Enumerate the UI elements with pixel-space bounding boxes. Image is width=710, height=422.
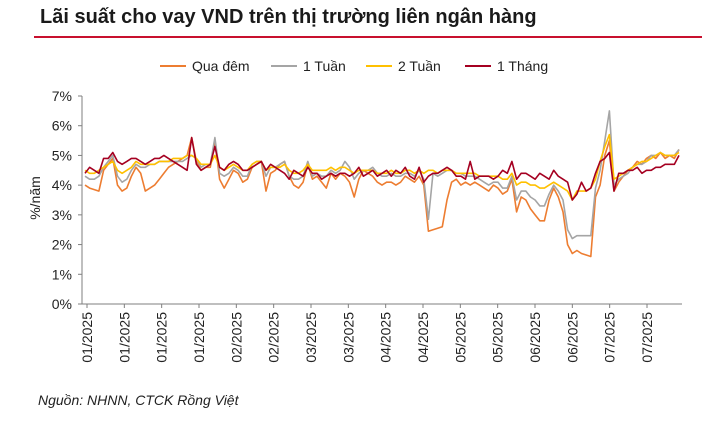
x-tick-label: 03/2025 xyxy=(303,312,319,363)
x-tick-label: 06/2025 xyxy=(564,312,580,363)
x-tick-label: 02/2025 xyxy=(228,312,244,363)
title-underline xyxy=(34,36,702,38)
y-tick-label: 7% xyxy=(52,88,72,104)
interbank-rate-chart: Qua đêm 1 Tuần 2 Tuần 1 Tháng 0% 1% 2% 3% 4% 5% 6… xyxy=(27,58,682,363)
x-tick-label: 04/2025 xyxy=(378,312,394,363)
y-tick-label: 1% xyxy=(52,266,72,282)
y-tick-label: 5% xyxy=(52,147,72,163)
legend-item: 2 Tuần xyxy=(366,58,441,74)
series-line-1-tuần xyxy=(84,110,680,240)
y-axis: 0% 1% 2% 3% 4% 5% 6% 7% xyxy=(52,88,83,312)
chart-legend: Qua đêm 1 Tuần 2 Tuần 1 Tháng xyxy=(160,58,548,74)
x-tick-label: 05/2025 xyxy=(452,312,468,363)
legend-item: 1 Tuần xyxy=(271,58,346,74)
legend-label: 1 Tuần xyxy=(303,58,346,74)
page-title: Lãi suất cho vay VND trên thị trường liê… xyxy=(40,6,537,28)
legend-item: Qua đêm xyxy=(160,58,250,74)
x-axis: 01/2025 01/2025 01/2025 01/2025 02/2025 02/20… xyxy=(79,303,682,363)
legend-label: 2 Tuần xyxy=(398,58,441,74)
legend-item: 1 Tháng xyxy=(465,58,548,74)
x-tick-label: 06/2025 xyxy=(527,312,543,363)
x-tick-label: 07/2025 xyxy=(639,312,655,363)
x-tick-label: 01/2025 xyxy=(116,312,132,363)
x-tick-label: 02/2025 xyxy=(266,312,282,363)
y-tick-label: 6% xyxy=(52,118,72,134)
series-line-qua-đêm xyxy=(84,136,680,258)
y-axis-label: %/năm xyxy=(27,176,43,220)
y-tick-label: 0% xyxy=(52,296,72,312)
x-tick-label: 05/2025 xyxy=(490,312,506,363)
x-tick-label: 04/2025 xyxy=(415,312,431,363)
x-tick-label: 07/2025 xyxy=(602,312,618,363)
legend-label: 1 Tháng xyxy=(497,58,548,74)
x-tick-label: 01/2025 xyxy=(154,312,170,363)
y-tick-label: 4% xyxy=(52,177,72,193)
series-line-1-tháng xyxy=(84,136,680,201)
y-tick-label: 3% xyxy=(52,207,72,223)
x-tick-label: 01/2025 xyxy=(79,312,95,363)
y-tick-label: 2% xyxy=(52,237,72,253)
series-lines xyxy=(84,110,680,258)
legend-label: Qua đêm xyxy=(192,58,250,74)
x-tick-label: 01/2025 xyxy=(191,312,207,363)
x-tick-label: 03/2025 xyxy=(340,312,356,363)
source-note: Nguồn: NHNN, CTCK Rồng Việt xyxy=(38,392,239,408)
series-line-2-tuần xyxy=(84,133,680,201)
